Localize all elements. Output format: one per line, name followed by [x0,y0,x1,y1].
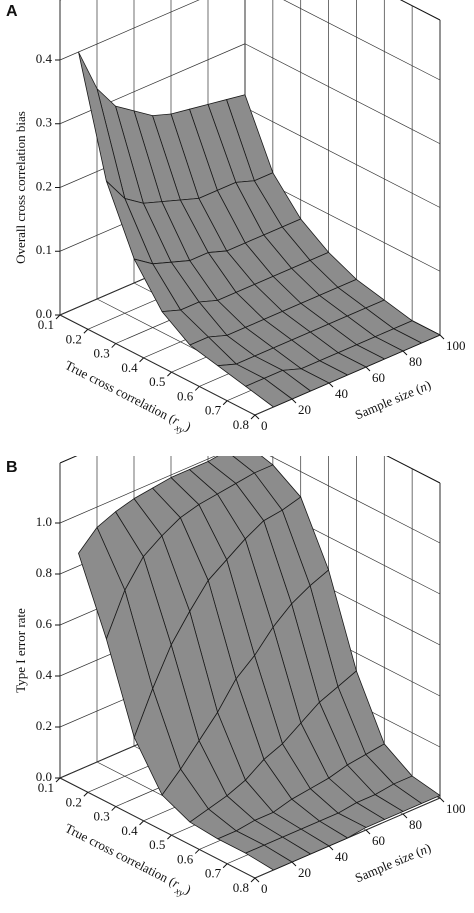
label-part: ) [183,419,194,434]
x-tick [139,820,144,826]
x-tick-label: 0.5 [149,837,165,852]
x-tick [222,400,228,406]
label-part: n [417,842,429,858]
grid-line [59,0,200,61]
y-tick-label: 0 [261,881,268,896]
x-tick [167,371,172,377]
x-tick-label: 0.6 [177,851,194,866]
surface-cell [245,844,293,871]
y-tick-label: 80 [409,817,422,832]
label-part: Sample size ( [353,844,423,885]
x-tick-label: 0.4 [121,823,138,838]
box-edge [386,456,441,484]
grid-line [59,456,216,524]
panel-a: 0.00.10.20.30.40.10.20.30.40.50.60.70.8 0… [6,0,466,437]
y-tick-label: 0 [261,418,268,433]
y-tick-label: 80 [409,354,422,369]
x-tick-label: 0.8 [233,880,249,895]
y-tick [439,797,445,803]
x-tick-label: 0.3 [93,809,109,824]
y-tick-label: 40 [335,386,348,401]
x-tick [83,328,89,334]
x-tick [111,806,117,811]
y-tick [439,334,445,340]
label-part: ) [183,882,194,897]
y-tick [402,350,408,356]
label-part: n [417,379,429,395]
label-part: ) [423,377,433,393]
label-part: True cross correlation ( [63,820,178,888]
y-tick-label: 60 [372,833,385,848]
x-tick-label: 0.2 [66,331,82,346]
surface-cell [245,377,293,408]
z-tick-label: 1.0 [36,514,52,529]
z-axis-label: Overall cross correlation bias [13,111,28,264]
x-tick-label: 0.8 [233,417,249,432]
y-tick [328,382,334,388]
label-part: True cross correlation ( [63,357,178,425]
z-tick-label: 0.1 [36,242,52,257]
x-tick [194,386,200,391]
y-tick [402,813,408,819]
panel-label: A [6,3,18,20]
z-tick-label: 0.2 [36,178,52,193]
grid-line [59,777,256,879]
x-tick [222,863,228,869]
y-tick [365,829,371,835]
y-tick-label: 20 [298,865,311,880]
x-tick-label: 0.3 [93,346,109,361]
y-tick-label: 40 [335,849,348,864]
z-tick-label: 0.3 [36,115,52,130]
y-tick [254,414,260,420]
x-tick [111,343,117,348]
x-tick-label: 0.6 [177,388,194,403]
x-tick [83,791,89,797]
grid-line [269,456,441,544]
y-tick-label: 100 [446,338,466,353]
grid-line [244,107,441,208]
z-tick-label: 0.6 [36,616,53,631]
y-tick-label: 100 [446,801,466,816]
label-part: ) [423,840,433,856]
x-tick [167,834,172,840]
y-tick-label: 60 [372,370,385,385]
y-axis-label: Sample size (n) [353,377,433,422]
z-axis-label: Type I error rate [13,608,28,693]
x-tick [194,849,200,854]
grid-line [244,43,441,145]
panel-label: B [6,459,18,476]
x-tick [250,414,256,420]
x-tick-label: 0.7 [205,403,222,418]
y-tick [254,877,260,883]
x-tick-label: 0.7 [205,866,222,881]
x-tick-label: 0.5 [149,374,165,389]
grid-line [283,0,441,81]
y-tick [365,366,371,372]
x-tick-label: 0.2 [66,794,82,809]
x-tick [139,357,144,363]
x-tick-label: 0.1 [38,317,54,332]
y-tick-label: 20 [298,402,311,417]
x-tick [250,877,256,883]
z-tick-label: 0.4 [36,667,53,682]
y-tick [291,398,297,404]
box-edge [399,0,441,21]
panel-b: 0.0 0.2 0.4 0.6 0.8 1.0 0.1 0.2 0.3 0.4 0.5 0.6 0.7 0… [6,456,466,900]
x-tick-label: 0.1 [38,780,54,795]
x-tick-label: 0.4 [121,360,138,375]
x-tick [55,314,61,320]
z-tick-label: 0.2 [36,718,52,733]
z-tick-label: 0.8 [36,565,52,580]
z-tick-label: 0.4 [36,51,53,66]
grid-line [59,314,256,416]
y-tick [291,861,297,867]
y-tick [328,845,334,851]
z-tick-label: 0.0 [36,769,52,784]
label-part: Sample size ( [353,381,423,422]
z-tick-label: 0.0 [36,306,52,321]
y-axis-label: Sample size (n) [353,840,433,885]
x-tick [55,777,61,783]
